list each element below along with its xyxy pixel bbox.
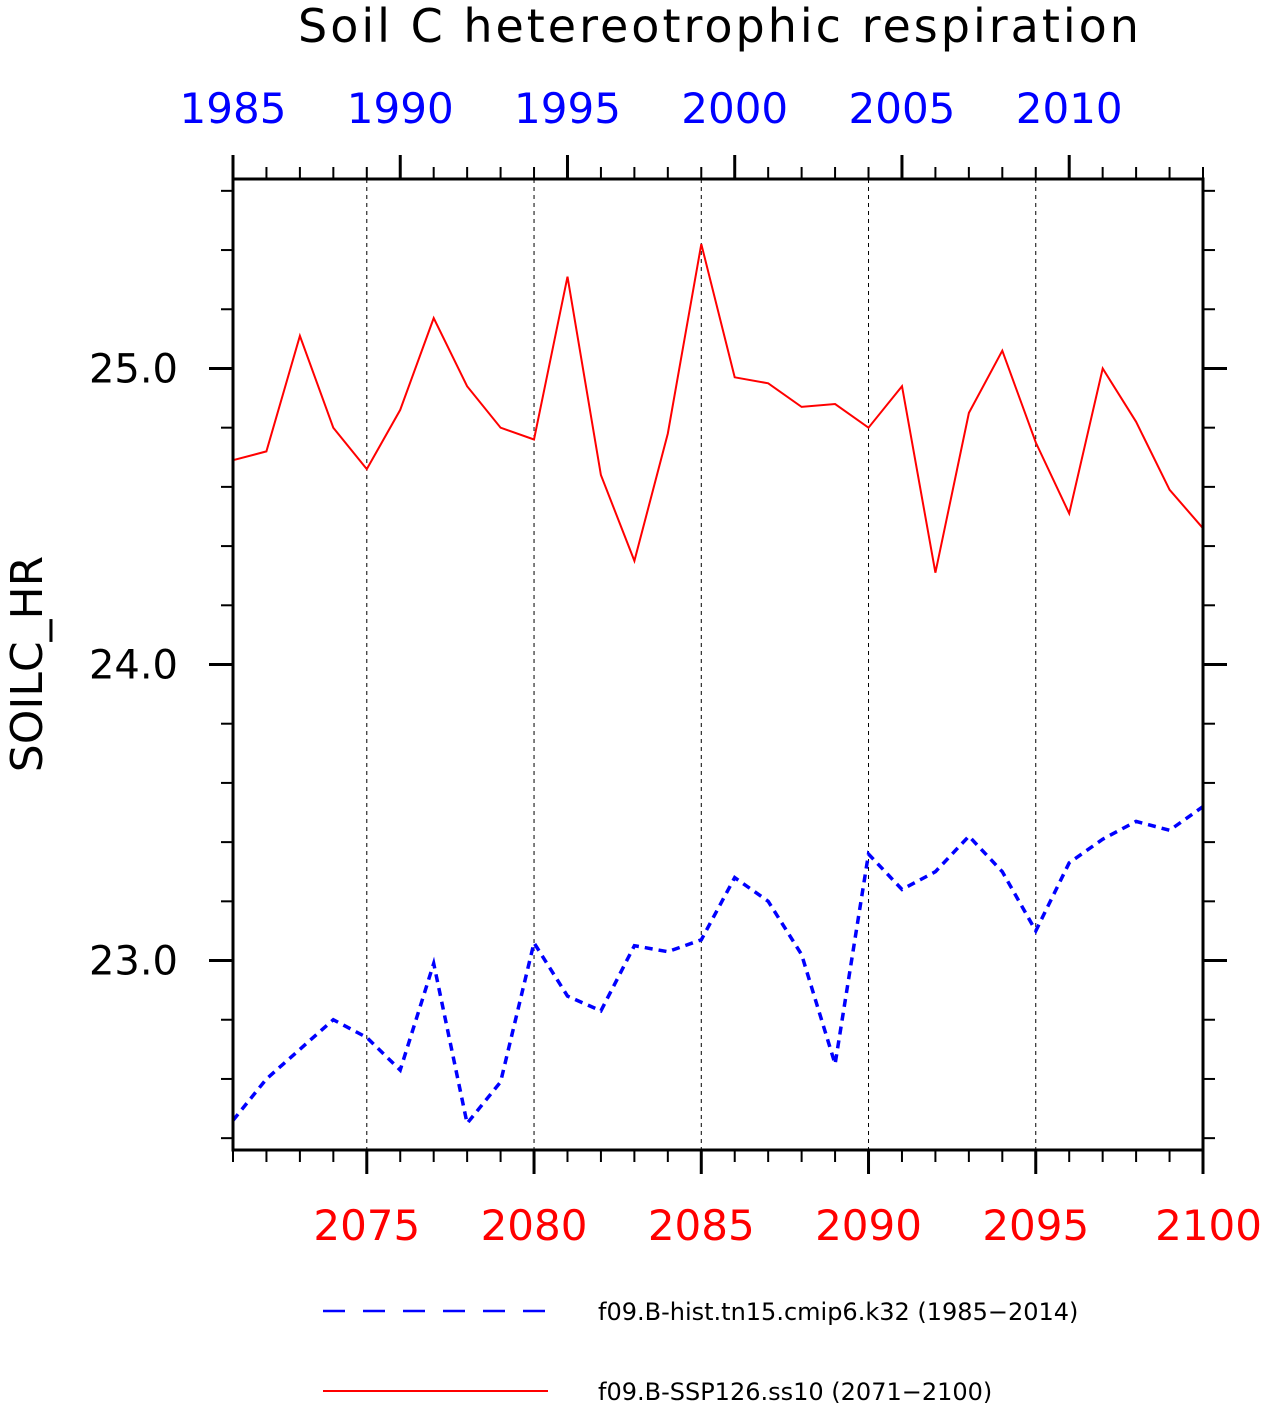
bottom-tick-label: 2095 xyxy=(982,1201,1089,1250)
top-tick-label: 2000 xyxy=(681,84,788,133)
vertical-grid-lines xyxy=(366,179,1037,1150)
y-tick-label: 23.0 xyxy=(89,939,178,985)
top-tick-label: 1985 xyxy=(180,84,287,133)
legend-label-historical: f09.B-hist.tn15.cmip6.k32 (1985−2014) xyxy=(598,1298,1078,1326)
top-tick-label: 2005 xyxy=(849,84,956,133)
axes xyxy=(209,155,1227,1174)
series-line-ssp126 xyxy=(232,243,1204,573)
y-tick-label: 24.0 xyxy=(89,643,178,689)
top-tick-label: 1990 xyxy=(347,84,454,133)
bottom-tick-label: 2075 xyxy=(313,1201,420,1250)
tick-labels: 23.0 24.0 25.0 1985 1990 1995 2000 2005 2010 2075… xyxy=(89,84,1262,1250)
series-line-historical xyxy=(231,805,1205,1128)
y-axis-label: SOILC_HR xyxy=(2,556,53,772)
bottom-tick-label: 2080 xyxy=(481,1201,588,1250)
top-tick-label: 1995 xyxy=(514,84,621,133)
chart-title: Soil C hetereotrophic respiration xyxy=(298,0,1142,53)
legend: f09.B-hist.tn15.cmip6.k32 (1985−2014) f0… xyxy=(323,1298,1078,1406)
bottom-tick-label: 2100 xyxy=(1155,1201,1262,1250)
bottom-tick-label: 2085 xyxy=(648,1201,755,1250)
plot-frame xyxy=(231,177,1205,1152)
top-tick-label: 2010 xyxy=(1016,84,1123,133)
y-tick-label: 25.0 xyxy=(89,346,178,392)
series-lines xyxy=(231,243,1205,1128)
bottom-tick-label: 2090 xyxy=(815,1201,922,1250)
legend-label-ssp126: f09.B-SSP126.ss10 (2071−2100) xyxy=(598,1378,992,1406)
